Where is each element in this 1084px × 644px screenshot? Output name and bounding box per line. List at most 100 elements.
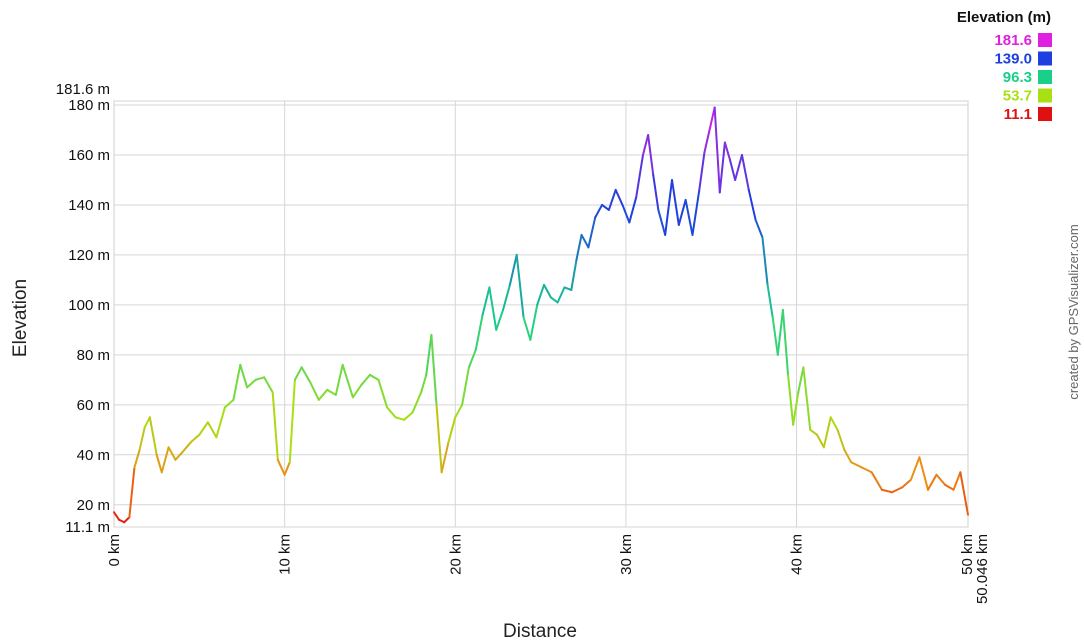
legend-value: 11.1: [1004, 106, 1032, 123]
x-tick-label: 10 km: [277, 534, 294, 575]
legend-swatch: [1038, 33, 1052, 47]
x-tick-label: 0 km: [106, 534, 123, 567]
elevation-segment: [776, 308, 784, 356]
legend-value: 181.6: [994, 32, 1032, 49]
elevation-segment: [860, 466, 873, 474]
elevation-segment: [174, 451, 184, 461]
elevation-segment: [425, 333, 433, 376]
elevation-segment: [215, 406, 226, 439]
y-tick-label: 11.1 m: [65, 519, 110, 536]
elevation-segment: [621, 203, 631, 224]
elevation-segment: [293, 366, 303, 381]
elevation-line: [113, 106, 969, 524]
plot-background: [113, 100, 969, 528]
elevation-segment: [283, 461, 291, 476]
elevation-segment: [317, 388, 329, 401]
y-tick-label: 160 m: [68, 147, 110, 164]
elevation-segment: [781, 308, 790, 376]
elevation-segment: [891, 486, 904, 494]
y-tick-label: 40 m: [77, 447, 110, 464]
elevation-segment: [435, 403, 443, 474]
y-tick-label: 80 m: [77, 347, 110, 364]
elevation-segment: [677, 198, 687, 226]
elevation-segment: [880, 488, 894, 494]
elevation-segment: [944, 483, 955, 491]
elevation-segment: [488, 286, 498, 331]
elevation-segment: [167, 446, 177, 461]
elevation-segment: [734, 153, 743, 181]
elevation-segment: [155, 453, 163, 474]
x-tick-label: 30 km: [618, 534, 635, 575]
elevation-segment: [575, 233, 583, 261]
y-tick-label: 181.6 m: [56, 81, 110, 98]
elevation-segment: [718, 141, 726, 194]
elevation-segment: [570, 258, 578, 291]
elevation-segment: [300, 366, 312, 384]
elevation-segment: [133, 448, 141, 469]
elevation-segment: [641, 133, 650, 156]
legend-value: 53.7: [1003, 88, 1032, 105]
elevation-segment: [522, 316, 532, 341]
x-tick-label: 20 km: [447, 534, 464, 575]
elevation-segment: [580, 233, 590, 249]
elevation-segment: [792, 391, 800, 426]
elevation-segment: [703, 128, 711, 154]
elevation-segment: [232, 363, 242, 401]
elevation-segment: [467, 348, 477, 369]
elevation-segment: [766, 283, 774, 319]
plot-area: [113, 100, 969, 528]
elevation-segment: [113, 511, 121, 521]
x-tick-label: 40 km: [789, 534, 806, 575]
elevation-segment: [761, 236, 769, 286]
elevation-segment: [447, 416, 457, 444]
elevation-segment: [747, 188, 757, 221]
elevation-segment: [870, 471, 883, 491]
elevation-segment: [691, 188, 701, 236]
legend-swatch: [1038, 88, 1052, 103]
elevation-segment: [816, 433, 825, 449]
x-axis-title: Distance: [503, 621, 577, 642]
elevation-segment: [334, 363, 344, 396]
elevation-segment: [723, 141, 732, 161]
y-axis-ticks: 11.1 m 20 m 40 m 60 m 80 m 100 m 120 m 140 m 160…: [56, 81, 110, 536]
elevation-segment: [536, 283, 546, 306]
legend-swatch: [1038, 107, 1052, 121]
elevation-segment: [829, 416, 839, 431]
y-tick-label: 60 m: [77, 397, 110, 414]
legend-value: 139.0: [994, 51, 1032, 68]
elevation-segment: [189, 433, 201, 444]
elevation-segment: [198, 421, 209, 436]
elevation-segment: [952, 471, 962, 491]
elevation-segment: [138, 426, 146, 451]
elevation-segment: [543, 283, 552, 299]
elevation-segment: [909, 456, 921, 481]
elevation-segment: [181, 441, 192, 454]
elevation-segment: [614, 188, 624, 206]
elevation-segment: [481, 286, 491, 316]
elevation-segment: [959, 471, 969, 516]
grid: [114, 100, 968, 528]
elevation-segment: [239, 363, 249, 389]
elevation-segment: [556, 286, 566, 304]
elevation-segment: [664, 178, 674, 236]
elevation-segment: [276, 458, 286, 476]
elevation-segment: [740, 153, 750, 191]
legend-value: 96.3: [1003, 69, 1032, 86]
legend-title: Elevation (m): [957, 9, 1051, 26]
elevation-segment: [123, 516, 131, 524]
elevation-segment: [386, 406, 397, 419]
elevation-segment: [563, 286, 573, 291]
elevation-segment: [549, 296, 559, 304]
elevation-segment: [495, 308, 505, 331]
elevation-segment: [635, 153, 644, 199]
elevation-segment: [918, 456, 929, 491]
elevation-segment: [254, 376, 266, 381]
elevation-segment: [647, 133, 655, 176]
elevation-segment: [515, 253, 525, 319]
elevation-segment: [454, 403, 464, 419]
x-tick-label: 50.046 km: [974, 534, 991, 604]
elevation-segment: [657, 208, 667, 236]
elevation-segment: [587, 216, 597, 249]
